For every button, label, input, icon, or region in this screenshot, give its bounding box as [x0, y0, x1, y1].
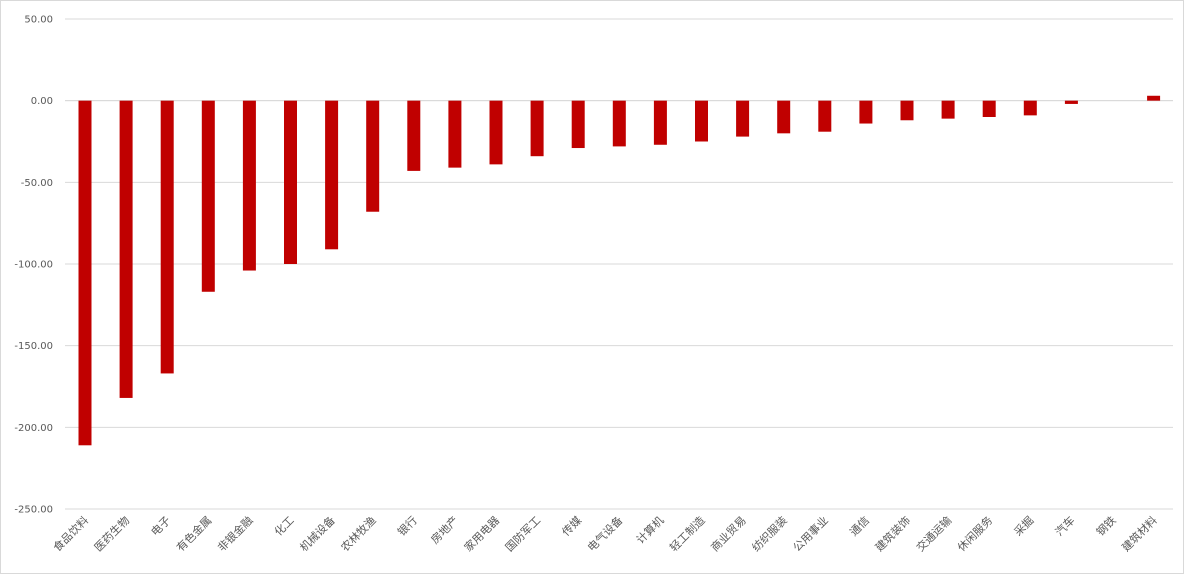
bar-8: [407, 100, 421, 171]
category-label: 建筑装饰: [872, 513, 913, 554]
bar-2: [160, 100, 174, 374]
category-label: 汽车: [1052, 513, 1077, 538]
bar-0: [78, 100, 92, 446]
bar-11: [530, 100, 544, 157]
category-label: 国防军工: [502, 513, 543, 554]
category-label: 有色金属: [173, 513, 214, 554]
category-label: 纺织服装: [749, 513, 790, 554]
bar-3: [201, 100, 215, 292]
category-label: 商业贸易: [708, 513, 749, 554]
bars: [78, 95, 1161, 446]
bar-17: [777, 100, 791, 134]
bar-10: [489, 100, 503, 165]
category-label: 通信: [847, 514, 872, 539]
category-label: 轻工制造: [667, 513, 708, 554]
category-label: 建筑材料: [1119, 513, 1160, 554]
category-label: 传媒: [560, 514, 585, 539]
bar-15: [695, 100, 708, 142]
category-label: 机械设备: [297, 513, 338, 554]
category-label: 农林牧渔: [338, 513, 379, 554]
bar-4: [242, 100, 256, 271]
bar-26: [1147, 95, 1161, 101]
y-tick-label: 50.00: [24, 15, 53, 26]
bar-22: [982, 100, 996, 117]
category-label: 房地产: [428, 513, 461, 546]
category-label: 电子: [149, 514, 174, 539]
x-axis-labels: 食品饮料 医药生物 电子 有色金属 非银金融 化工 机械设备 农林牧渔 银行 房地产 家用电器 国防军…: [50, 513, 1160, 554]
category-label: 家用电器: [461, 513, 502, 554]
bar-23: [1023, 100, 1037, 116]
y-tick-label: -150.00: [14, 341, 53, 352]
bar-1: [119, 100, 133, 398]
bar-18: [818, 100, 832, 132]
y-tick-label: -200.00: [14, 423, 53, 434]
category-label: 非银金融: [215, 513, 256, 554]
bar-7: [366, 100, 380, 212]
category-label: 钢铁: [1094, 514, 1119, 539]
bar-21: [941, 100, 955, 119]
category-label: 化工: [271, 513, 296, 538]
bar-13: [612, 100, 626, 147]
bar-16: [736, 100, 750, 137]
category-label: 休闲服务: [954, 513, 995, 554]
y-tick-label: 0.00: [31, 96, 53, 107]
bar-9: [448, 100, 462, 168]
category-label: 电气设备: [584, 513, 625, 554]
bar-24: [1064, 100, 1078, 104]
bar-6: [325, 100, 339, 250]
y-axis-ticks: 50.00 0.00 -50.00 -100.00 -150.00 -200.00 -250…: [14, 15, 53, 516]
bar-14: [653, 100, 667, 145]
category-label: 银行: [394, 513, 419, 538]
y-tick-label: -250.00: [14, 505, 53, 516]
bar-5: [284, 100, 297, 265]
category-label: 医药生物: [91, 513, 132, 554]
bar-20: [900, 100, 914, 121]
category-label: 食品饮料: [50, 513, 91, 554]
bar-12: [571, 100, 585, 149]
category-label: 交通运输: [913, 513, 954, 554]
y-tick-label: -100.00: [14, 260, 53, 271]
gridlines: [65, 18, 1173, 510]
category-label: 公用事业: [791, 514, 831, 554]
bar-19: [859, 100, 873, 124]
category-label: 计算机: [633, 513, 666, 546]
category-label: 采掘: [1011, 513, 1036, 538]
y-tick-label: -50.00: [21, 178, 53, 189]
